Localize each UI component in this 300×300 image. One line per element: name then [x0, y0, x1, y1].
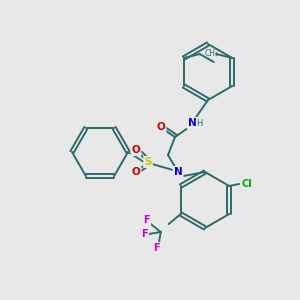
- Text: N: N: [174, 167, 182, 177]
- Text: O: O: [132, 167, 140, 177]
- Text: O: O: [132, 145, 140, 155]
- Text: CH₃: CH₃: [204, 50, 218, 58]
- Text: F: F: [143, 215, 150, 225]
- Text: F: F: [153, 243, 160, 253]
- Text: O: O: [157, 122, 165, 132]
- Text: H: H: [196, 119, 202, 128]
- Text: F: F: [141, 229, 148, 239]
- Text: Cl: Cl: [242, 179, 253, 189]
- Text: S: S: [144, 157, 152, 167]
- Text: N: N: [188, 118, 196, 128]
